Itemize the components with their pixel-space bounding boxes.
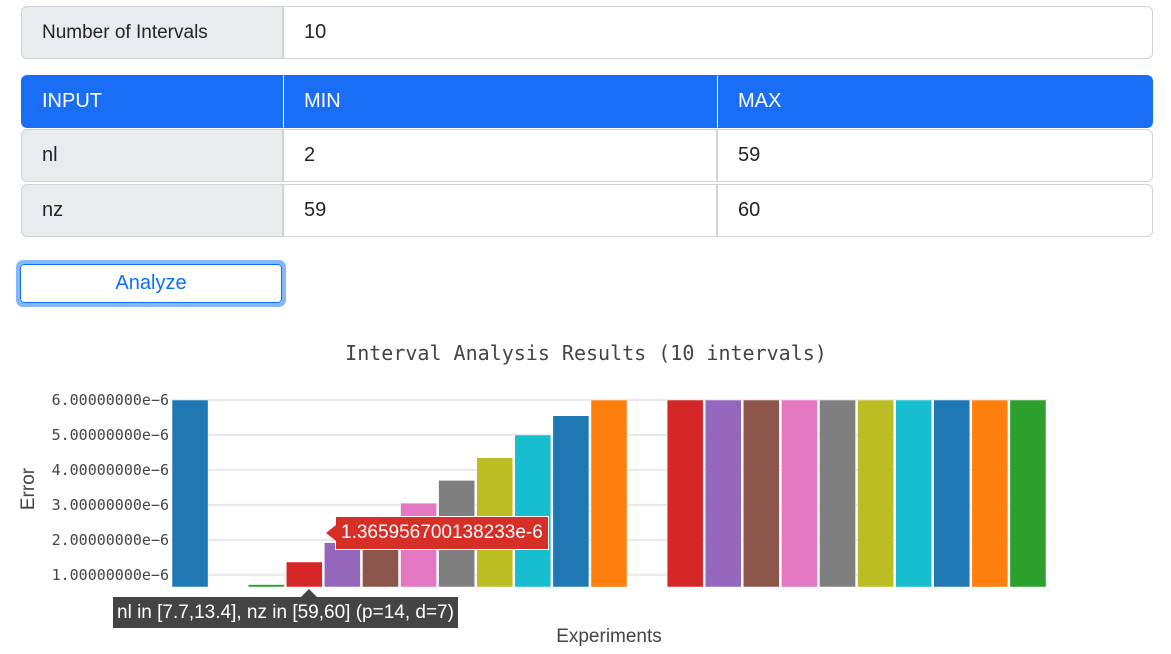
y-tick-label: 5.00000000e−6 [52, 426, 169, 444]
range-row-nz: nz 59 60 [21, 184, 1153, 237]
range-table-header: INPUT MIN MAX [21, 75, 1153, 128]
bar [857, 399, 894, 588]
bar [704, 399, 742, 588]
bar [933, 399, 971, 588]
y-tick-label: 4.00000000e−6 [52, 461, 169, 479]
bar [286, 561, 323, 588]
intervals-input[interactable]: 10 [283, 6, 1153, 59]
header-max: MAX [717, 75, 1153, 128]
hover-x-text: nl in [7.7,13.4], nz in [59,60] (p=14, d… [117, 602, 454, 623]
bar [514, 434, 552, 588]
bar [590, 399, 628, 588]
hover-value-text: 1.365956700138233e-6 [341, 522, 543, 543]
bar [324, 542, 361, 588]
bar [171, 399, 209, 588]
bar [1009, 399, 1047, 588]
y-tick-label: 3.00000000e−6 [52, 496, 169, 514]
row-label: nz [21, 184, 283, 237]
max-input[interactable]: 60 [717, 184, 1153, 237]
y-tick-label: 2.00000000e−6 [52, 531, 169, 549]
analyze-button-label: Analyze [20, 264, 282, 303]
x-axis-label: Experiments [556, 626, 662, 647]
chart-title: Interval Analysis Results (10 intervals) [345, 341, 827, 365]
analyze-button[interactable]: Analyze [16, 260, 286, 307]
tooltip-arrow [326, 525, 336, 541]
bar [971, 399, 1009, 588]
bar [247, 584, 285, 588]
y-tick-label: 1.00000000e−6 [52, 566, 169, 584]
bar [895, 399, 932, 588]
intervals-row: Number of Intervals 10 [21, 6, 1153, 59]
bar [666, 399, 704, 588]
row-label: nl [21, 129, 283, 182]
y-axis-label: Error [18, 467, 39, 510]
header-min: MIN [283, 75, 717, 128]
interval-analysis-chart: Interval Analysis Results (10 intervals)… [18, 341, 1047, 647]
hover-value-tooltip: 1.365956700138233e-6 [326, 516, 549, 550]
max-input[interactable]: 59 [717, 129, 1153, 182]
range-row-nl: nl 2 59 [21, 129, 1153, 182]
min-input[interactable]: 59 [283, 184, 717, 237]
hover-x-tooltip: nl in [7.7,13.4], nz in [59,60] (p=14, d… [113, 589, 458, 628]
bar [552, 415, 590, 588]
tooltip-arrow [301, 589, 317, 597]
min-input[interactable]: 2 [283, 129, 717, 182]
header-input: INPUT [21, 75, 283, 128]
bar [819, 399, 856, 588]
y-tick-label: 6.00000000e−6 [52, 391, 169, 409]
bar [781, 399, 818, 588]
intervals-label: Number of Intervals [21, 6, 283, 59]
bar [743, 399, 780, 588]
